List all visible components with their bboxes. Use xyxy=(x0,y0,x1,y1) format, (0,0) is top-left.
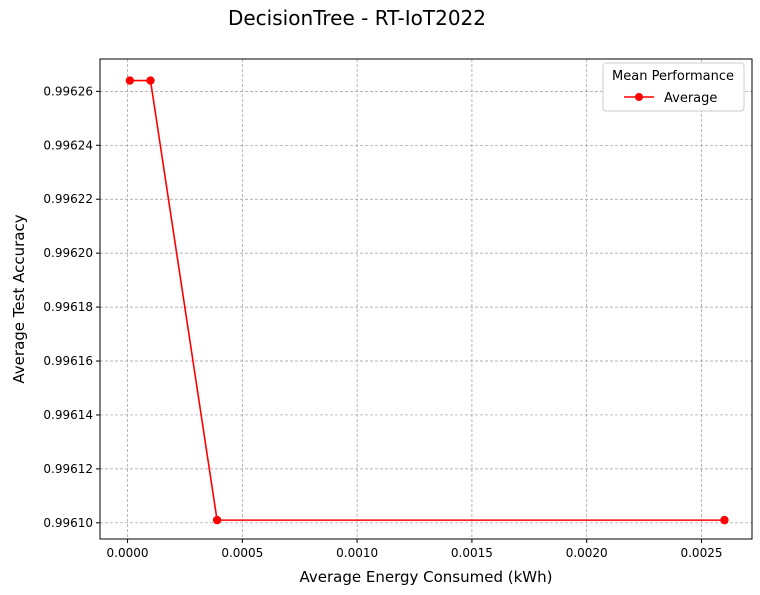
data-point xyxy=(212,515,222,525)
y-tick-label: 0.99618 xyxy=(43,300,93,314)
x-tick-label: 0.0015 xyxy=(451,546,493,560)
plot-area xyxy=(100,59,752,539)
data-point xyxy=(125,76,135,85)
x-axis-label: Average Energy Consumed (kWh) xyxy=(300,568,553,586)
x-tick-label: 0.0025 xyxy=(680,546,722,560)
x-tick-label: 0.0020 xyxy=(566,546,608,560)
y-axis: 0.99610 0.99612 0.99614 0.99616 0.99618 0.996… xyxy=(43,84,100,530)
x-tick-label: 0.0000 xyxy=(107,546,149,560)
x-tick-label: 0.0010 xyxy=(336,546,378,560)
chart-title: DecisionTree - RT-IoT2022 xyxy=(228,6,486,30)
data-point xyxy=(720,515,729,525)
y-tick-label: 0.99610 xyxy=(43,516,93,530)
y-tick-label: 0.99626 xyxy=(43,84,93,98)
y-axis-label: Average Test Accuracy xyxy=(10,214,28,383)
legend: Mean Performance Average xyxy=(602,62,745,112)
series-line-average xyxy=(129,79,725,521)
y-tick-label: 0.99614 xyxy=(43,408,93,422)
legend-label-average: Average xyxy=(664,91,717,106)
y-tick-label: 0.99612 xyxy=(43,462,93,476)
x-tick-label: 0.0005 xyxy=(221,546,263,560)
legend-title: Mean Performance xyxy=(612,69,734,84)
legend-marker-average xyxy=(635,93,643,101)
plot-background xyxy=(100,59,752,539)
y-tick-label: 0.99622 xyxy=(43,192,93,206)
plot-frame xyxy=(99,58,753,540)
y-tick-label: 0.99616 xyxy=(43,354,93,368)
data-point xyxy=(146,76,155,85)
x-axis: 0.0000 0.0005 0.0010 0.0015 0.0020 0.0025 xyxy=(107,539,722,560)
y-tick-label: 0.99624 xyxy=(43,138,93,152)
y-tick-label: 0.99620 xyxy=(43,246,93,260)
grid xyxy=(100,59,752,539)
series-layer xyxy=(125,76,729,525)
